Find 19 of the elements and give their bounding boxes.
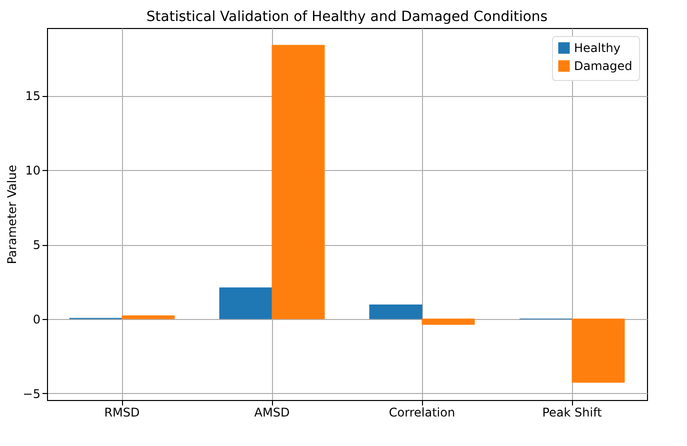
bar [219, 287, 272, 320]
bar [122, 315, 175, 320]
y-axis-title: Parameter Value [4, 164, 19, 264]
y-tick-label: 10 [25, 164, 40, 178]
y-tick-label: 15 [25, 89, 40, 104]
y-tick-label: −5 [22, 386, 40, 401]
bar [422, 318, 475, 325]
bar [572, 318, 625, 383]
legend-label: Healthy [574, 41, 621, 55]
chart-title: Statistical Validation of Healthy and Damaged Conditions [146, 9, 548, 25]
legend-label: Damaged [574, 59, 632, 73]
y-tick-label: 5 [32, 238, 40, 252]
y-tick-label: 0 [32, 312, 40, 326]
bar [369, 304, 422, 320]
bar [272, 44, 325, 320]
x-tick-label: Peak Shift [542, 406, 602, 420]
x-tick-label: AMSD [254, 406, 290, 420]
x-tick-label: Correlation [388, 406, 456, 420]
x-tick-label: RMSD [104, 406, 140, 420]
